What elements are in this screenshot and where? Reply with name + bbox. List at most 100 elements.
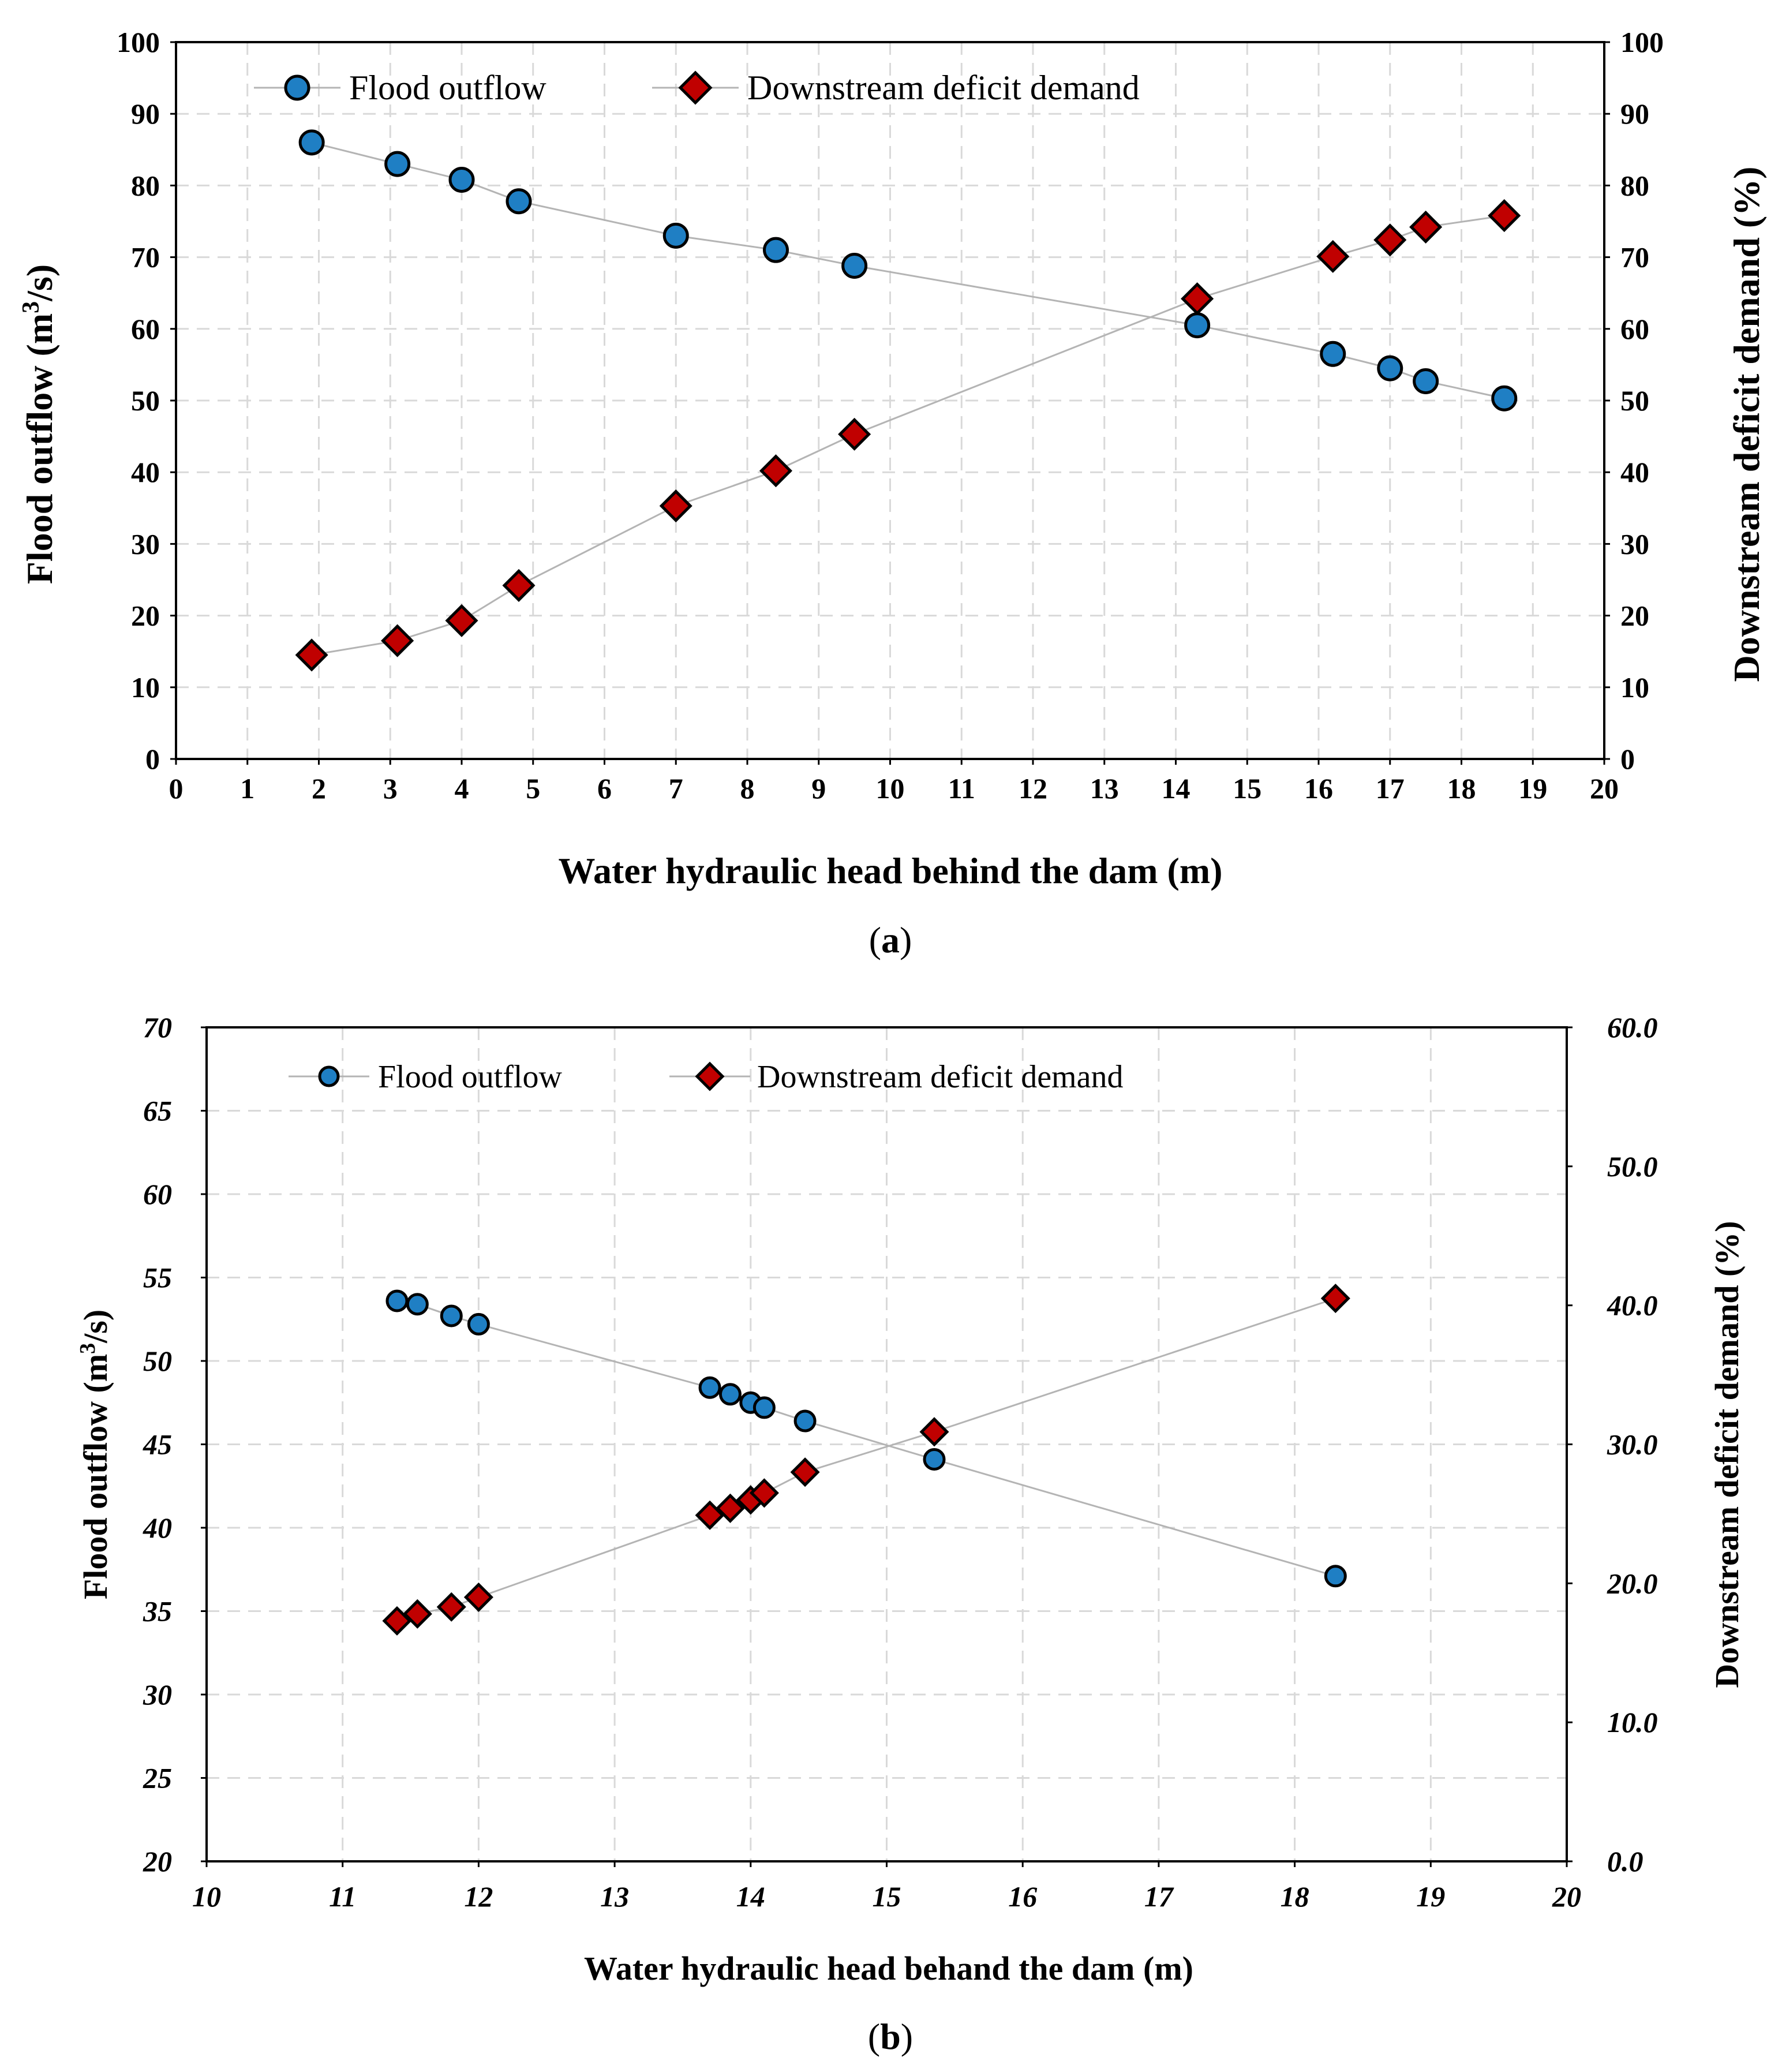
panel-b-label-close: ) <box>901 2016 913 2057</box>
y-tick-label: 30 <box>131 528 160 560</box>
deficit-demand-point <box>295 638 328 672</box>
x-tick-label: 6 <box>597 772 612 805</box>
panel-a-label: (a) <box>869 919 912 960</box>
y2-tick-label: 0 <box>1620 743 1635 775</box>
flood-outflow-point <box>440 1304 463 1327</box>
flood-outflow-point <box>662 222 689 249</box>
panel-a-label-letter: a <box>881 919 900 960</box>
y2-tick-label: 60.0 <box>1607 1011 1658 1044</box>
x-tick-label: 15 <box>1233 772 1261 805</box>
x-tick-label: 0 <box>169 772 184 805</box>
legend-flood-label: Flood outflow <box>378 1059 562 1095</box>
panel-b-ticks: 10 11 12 13 14 15 16 17 18 19 20 20 25 30 35 40 45 50 55 60… <box>143 1011 1658 1913</box>
flood-outflow-point <box>1324 1565 1347 1588</box>
deficit-demand-point <box>402 1599 432 1629</box>
panel-a-y-axis-title-suffix: /s) <box>19 264 60 302</box>
deficit-demand-point <box>715 1493 745 1523</box>
y-tick-label: 0 <box>145 743 160 775</box>
y2-tick-label: 10.0 <box>1607 1706 1658 1738</box>
y-tick-label: 65 <box>143 1095 172 1127</box>
legend-flood-marker <box>284 74 310 101</box>
panel-a-y-axis-title-sup: 3 <box>18 301 44 313</box>
deficit-demand-point <box>1373 223 1407 257</box>
panel-a-y2-axis-title: Downstream deficit demand (%) <box>1726 167 1767 682</box>
x-tick-label: 15 <box>873 1880 901 1913</box>
y2-tick-label: 50.0 <box>1607 1150 1658 1183</box>
flood-outflow-point <box>1184 312 1211 339</box>
flood-outflow-point <box>1320 341 1346 367</box>
x-tick-label: 14 <box>736 1880 765 1913</box>
y2-tick-label: 30.0 <box>1607 1428 1658 1461</box>
deficit-demand-point <box>749 1478 779 1508</box>
panel-b-x-axis-title: Water hydraulic head behand the dam (m) <box>584 1950 1193 1987</box>
flood-outflow-point <box>923 1448 946 1471</box>
deficit-demand-point <box>1320 1284 1350 1314</box>
chart-panel-a: 0 1 2 3 4 5 6 7 8 9 10 11 12 13 14 15 16 17 18 19 2001020304… <box>18 26 1767 960</box>
x-tick-label: 5 <box>526 772 540 805</box>
x-tick-label: 11 <box>948 772 975 805</box>
y-tick-label: 50 <box>131 384 160 417</box>
x-tick-label: 12 <box>464 1880 493 1913</box>
flood-outflow-point <box>1377 355 1403 382</box>
x-tick-label: 20 <box>1590 772 1619 805</box>
y-tick-label: 90 <box>131 98 160 130</box>
y-tick-label: 40 <box>131 456 160 488</box>
y2-tick-label: 60 <box>1620 313 1649 345</box>
panel-b-series <box>382 1284 1350 1636</box>
flood-outflow-point <box>841 253 868 279</box>
deficit-demand-point <box>1488 199 1521 233</box>
panel-a-y-axis-title: Flood outflow (m3/s) <box>18 264 60 584</box>
legend-deficit-marker <box>678 70 713 105</box>
y2-tick-label: 40 <box>1620 456 1649 488</box>
y2-tick-label: 20.0 <box>1607 1567 1658 1599</box>
flood-outflow-point <box>506 188 532 215</box>
deficit-demand-point <box>919 1417 949 1447</box>
x-tick-label: 7 <box>669 772 683 805</box>
y2-tick-label: 50 <box>1620 384 1649 417</box>
y-tick-label: 55 <box>143 1262 172 1294</box>
deficit-demand-point <box>659 489 692 523</box>
y-tick-label: 10 <box>131 671 160 704</box>
x-tick-label: 3 <box>383 772 398 805</box>
y-tick-label: 45 <box>143 1428 172 1461</box>
flood-outflow-point <box>763 237 789 263</box>
x-tick-label: 13 <box>1090 772 1119 805</box>
flood-outflow-point <box>718 1383 742 1406</box>
y2-tick-label: 40.0 <box>1607 1289 1658 1322</box>
deficit-demand-point <box>381 624 414 657</box>
flood-outflow-point <box>467 1312 490 1336</box>
y-tick-label: 70 <box>143 1011 172 1044</box>
deficit-demand-point <box>759 454 793 488</box>
deficit-demand-point <box>445 604 478 637</box>
panel-a-series <box>295 129 1521 672</box>
x-tick-label: 12 <box>1019 772 1047 805</box>
panel-b-y-axis-title-suffix: /s) <box>77 1310 114 1344</box>
flood-outflow-point <box>793 1409 817 1433</box>
flood-outflow-point <box>1413 368 1439 394</box>
flood-outflow-point <box>298 129 325 156</box>
y2-tick-label: 10 <box>1620 671 1649 704</box>
y-tick-label: 40 <box>143 1512 172 1544</box>
x-tick-label: 4 <box>455 772 469 805</box>
deficit-demand-point <box>463 1582 493 1612</box>
y-tick-label: 50 <box>143 1345 172 1377</box>
deficit-demand-point <box>1181 282 1214 316</box>
panel-b-label-letter: b <box>880 2016 901 2057</box>
x-tick-label: 10 <box>192 1880 221 1913</box>
deficit-demand-point <box>1316 240 1350 273</box>
x-tick-label: 13 <box>600 1880 629 1913</box>
y-tick-label: 60 <box>143 1178 172 1210</box>
y-tick-label: 30 <box>143 1678 172 1711</box>
x-tick-label: 19 <box>1416 1880 1445 1913</box>
y2-tick-label: 30 <box>1620 528 1649 560</box>
x-tick-label: 20 <box>1552 1880 1581 1913</box>
x-tick-label: 16 <box>1008 1880 1037 1913</box>
deficit-demand-point <box>502 569 536 602</box>
deficit-demand-point <box>1409 210 1443 244</box>
flood-outflow-point <box>384 151 411 177</box>
x-tick-label: 2 <box>312 772 326 805</box>
y2-tick-label: 100 <box>1620 26 1664 58</box>
y-tick-label: 25 <box>143 1762 172 1794</box>
y2-tick-label: 70 <box>1620 241 1649 274</box>
